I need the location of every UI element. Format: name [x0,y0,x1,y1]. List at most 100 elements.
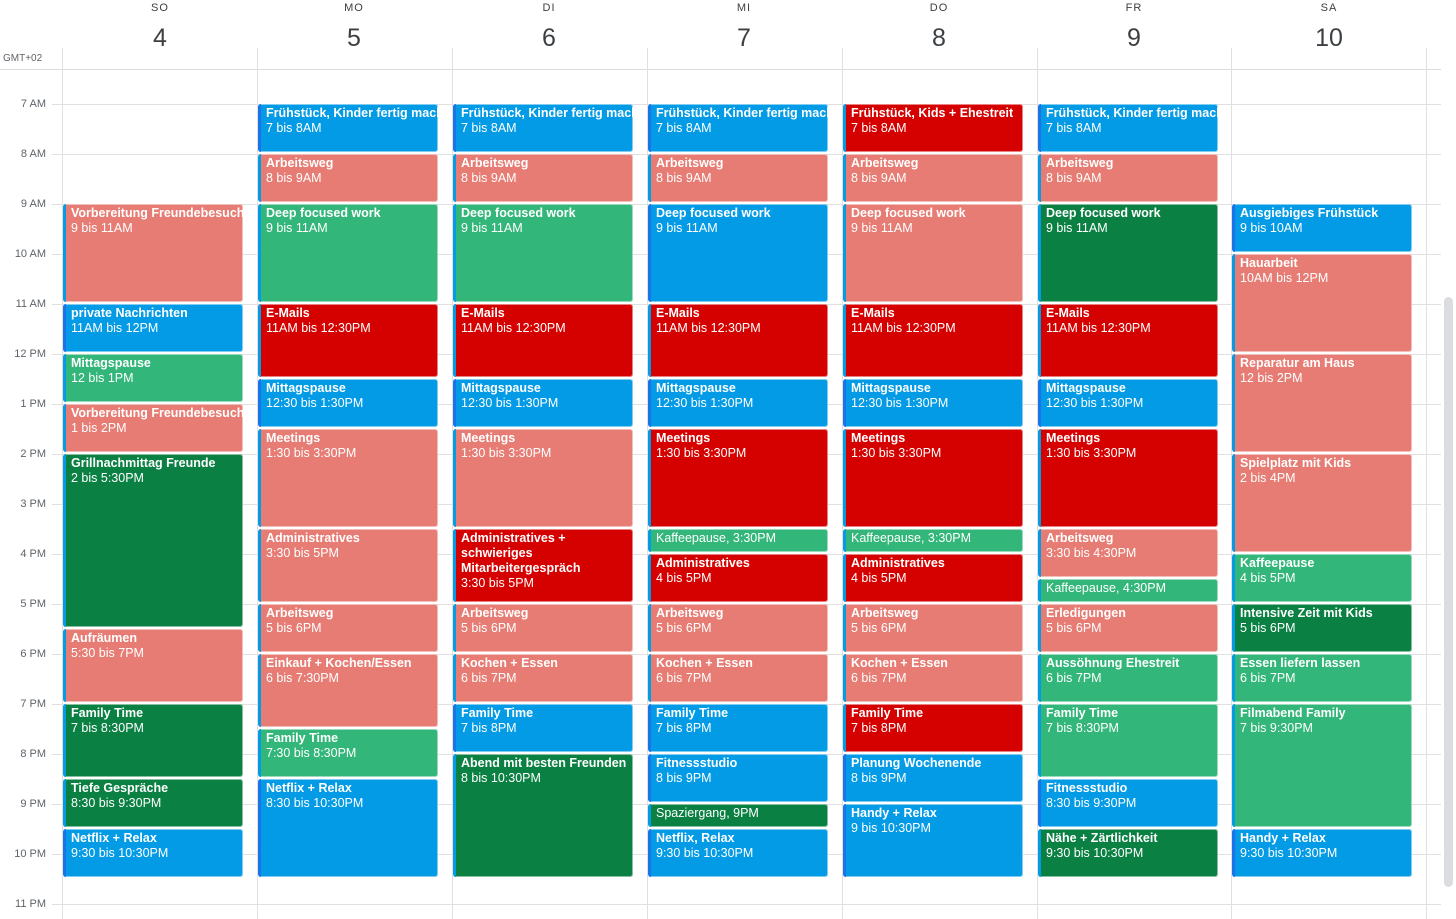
calendar-event[interactable]: Aussöhnung Ehestreit 6 bis 7PM [1038,654,1218,702]
day-header[interactable]: MI 7 [647,0,841,53]
day-number[interactable]: 10 [1315,24,1343,52]
calendar-event[interactable]: Meetings 1:30 bis 3:30PM [453,429,633,527]
day-header[interactable]: MO 5 [257,0,451,53]
calendar-event[interactable]: Kochen + Essen 6 bis 7PM [648,654,828,702]
calendar-event[interactable]: Arbeitsweg 8 bis 9AM [453,154,633,202]
calendar-event[interactable]: Arbeitsweg 8 bis 9AM [843,154,1023,202]
calendar-event[interactable]: Mittagspause 12 bis 1PM [63,354,243,402]
day-header[interactable]: FR 9 [1037,0,1231,53]
calendar-event[interactable]: Mittagspause 12:30 bis 1:30PM [843,379,1023,427]
calendar-event[interactable]: Mittagspause 12:30 bis 1:30PM [648,379,828,427]
calendar-event[interactable]: Hauarbeit 10AM bis 12PM [1232,254,1412,352]
calendar-event[interactable]: E-Mails 11AM bis 12:30PM [258,304,438,377]
calendar-event[interactable]: Abend mit besten Freunden 8 bis 10:30PM [453,754,633,877]
calendar-event[interactable]: Administratives 4 bis 5PM [843,554,1023,602]
calendar-event[interactable]: Essen liefern lassen 6 bis 7PM [1232,654,1412,702]
calendar-event[interactable]: Deep focused work 9 bis 11AM [453,204,633,302]
calendar-event[interactable]: Intensive Zeit mit Kids 5 bis 6PM [1232,604,1412,652]
calendar-event[interactable]: Administratives 4 bis 5PM [648,554,828,602]
calendar-event[interactable]: Arbeitsweg 8 bis 9AM [1038,154,1218,202]
calendar-event[interactable]: Arbeitsweg 5 bis 6PM [453,604,633,652]
event-time: 6 bis 7PM [461,671,517,685]
calendar-event[interactable]: Family Time 7 bis 8PM [648,704,828,752]
calendar-event[interactable]: Frühstück, Kids + Ehestreit 7 bis 8AM [843,104,1023,152]
calendar-event[interactable]: Handy + Relax 9 bis 10:30PM [843,804,1023,877]
calendar-event[interactable]: Spaziergang, 9PM [648,804,828,827]
calendar-event[interactable]: Fitnessstudio 8:30 bis 9:30PM [1038,779,1218,827]
calendar-event[interactable]: Deep focused work 9 bis 11AM [258,204,438,302]
calendar-event[interactable]: Frühstück, Kinder fertig machen7 bis 8AM [1038,104,1218,152]
calendar-event[interactable]: Arbeitsweg 5 bis 6PM [648,604,828,652]
calendar-event[interactable]: Deep focused work 9 bis 11AM [1038,204,1218,302]
calendar-event[interactable]: Kaffeepause, 3:30PM [648,529,828,552]
day-number[interactable]: 5 [347,24,361,52]
calendar-event[interactable]: Administratives 3:30 bis 5PM [258,529,438,602]
calendar-event[interactable]: Handy + Relax 9:30 bis 10:30PM [1232,829,1412,877]
calendar-event[interactable]: Frühstück, Kinder fertig machen7 bis 8AM [648,104,828,152]
event-title: Abend mit besten Freunden [461,756,627,770]
calendar-event[interactable]: Mittagspause 12:30 bis 1:30PM [258,379,438,427]
calendar-event[interactable]: Nähe + Zärtlichkeit 9:30 bis 10:30PM [1038,829,1218,877]
calendar-event[interactable]: Meetings 1:30 bis 3:30PM [843,429,1023,527]
event-title: Netflix + Relax [71,831,157,845]
calendar-event[interactable]: Grillnachmittag Freunde 2 bis 5:30PM [63,454,243,627]
calendar-event[interactable]: Einkauf + Kochen/Essen 6 bis 7:30PM [258,654,438,727]
calendar-event[interactable]: Frühstück, Kinder fertig machen7 bis 8AM [453,104,633,152]
calendar-event[interactable]: Vorbereitung Freundebesuch 9 bis 11AM [63,204,243,302]
day-header[interactable]: DO 8 [842,0,1036,53]
calendar-event[interactable]: Arbeitsweg 3:30 bis 4:30PM [1038,529,1218,577]
calendar-event[interactable]: Arbeitsweg 5 bis 6PM [258,604,438,652]
day-number[interactable]: 4 [153,24,167,52]
calendar-event[interactable]: E-Mails 11AM bis 12:30PM [648,304,828,377]
calendar-event[interactable]: Arbeitsweg 8 bis 9AM [648,154,828,202]
calendar-event[interactable]: E-Mails 11AM bis 12:30PM [1038,304,1218,377]
day-number[interactable]: 6 [542,24,556,52]
calendar-event[interactable]: Kochen + Essen 6 bis 7PM [453,654,633,702]
calendar-event[interactable]: Spielplatz mit Kids 2 bis 4PM [1232,454,1412,552]
calendar-event[interactable]: Deep focused work 9 bis 11AM [648,204,828,302]
calendar-event[interactable]: Administratives + schwieriges Mitarbeite… [453,529,633,602]
calendar-event[interactable]: Fitnessstudio 8 bis 9PM [648,754,828,802]
calendar-event[interactable]: Ausgiebiges Frühstück 9 bis 10AM [1232,204,1412,252]
calendar-event[interactable]: Erledigungen 5 bis 6PM [1038,604,1218,652]
calendar-event[interactable]: Family Time 7 bis 8:30PM [1038,704,1218,777]
calendar-event[interactable]: Planung Wochenende 8 bis 9PM [843,754,1023,802]
calendar-event[interactable]: Mittagspause 12:30 bis 1:30PM [1038,379,1218,427]
day-header[interactable]: SA 10 [1232,0,1426,53]
calendar-event[interactable]: Meetings 1:30 bis 3:30PM [258,429,438,527]
calendar-event[interactable]: Filmabend Family 7 bis 9:30PM [1232,704,1412,827]
day-header[interactable]: DI 6 [452,0,646,53]
calendar-event[interactable]: Deep focused work 9 bis 11AM [843,204,1023,302]
calendar-event[interactable]: Family Time 7 bis 8PM [453,704,633,752]
scrollbar[interactable] [1441,0,1456,919]
calendar-event[interactable]: Meetings 1:30 bis 3:30PM [648,429,828,527]
day-number[interactable]: 8 [932,24,946,52]
calendar-event[interactable]: Kaffeepause, 4:30PM [1038,579,1218,602]
calendar-event[interactable]: Netflix, Relax 9:30 bis 10:30PM [648,829,828,877]
calendar-event[interactable]: private Nachrichten 11AM bis 12PM [63,304,243,352]
scrollbar-thumb[interactable] [1444,297,1453,887]
calendar-event[interactable]: Netflix + Relax 9:30 bis 10:30PM [63,829,243,877]
calendar-event[interactable]: Meetings 1:30 bis 3:30PM [1038,429,1218,527]
calendar-event[interactable]: E-Mails 11AM bis 12:30PM [453,304,633,377]
calendar-event[interactable]: Kochen + Essen 6 bis 7PM [843,654,1023,702]
calendar-event[interactable]: Aufräumen 5:30 bis 7PM [63,629,243,702]
calendar-event[interactable]: Netflix + Relax 8:30 bis 10:30PM [258,779,438,877]
calendar-event[interactable]: Kaffeepause, 3:30PM [843,529,1023,552]
calendar-event[interactable]: Vorbereitung Freundebesuch 1 bis 2PM [63,404,243,452]
calendar-event[interactable]: Tiefe Gespräche 8:30 bis 9:30PM [63,779,243,827]
calendar-event[interactable]: Family Time 7 bis 8:30PM [63,704,243,777]
calendar-event[interactable]: Frühstück, Kinder fertig machen7 bis 8AM [258,104,438,152]
calendar-event[interactable]: Reparatur am Haus 12 bis 2PM [1232,354,1412,452]
calendar-event[interactable]: Mittagspause 12:30 bis 1:30PM [453,379,633,427]
calendar-event[interactable]: Family Time 7 bis 8PM [843,704,1023,752]
calendar-event[interactable]: Family Time 7:30 bis 8:30PM [258,729,438,777]
day-number[interactable]: 9 [1127,24,1141,52]
event-time: 11AM bis 12:30PM [656,321,761,335]
calendar-event[interactable]: Kaffeepause 4 bis 5PM [1232,554,1412,602]
calendar-event[interactable]: Arbeitsweg 5 bis 6PM [843,604,1023,652]
calendar-event[interactable]: Arbeitsweg 8 bis 9AM [258,154,438,202]
day-number[interactable]: 7 [737,24,751,52]
calendar-event[interactable]: E-Mails 11AM bis 12:30PM [843,304,1023,377]
day-header[interactable]: SO 4 [63,0,257,53]
